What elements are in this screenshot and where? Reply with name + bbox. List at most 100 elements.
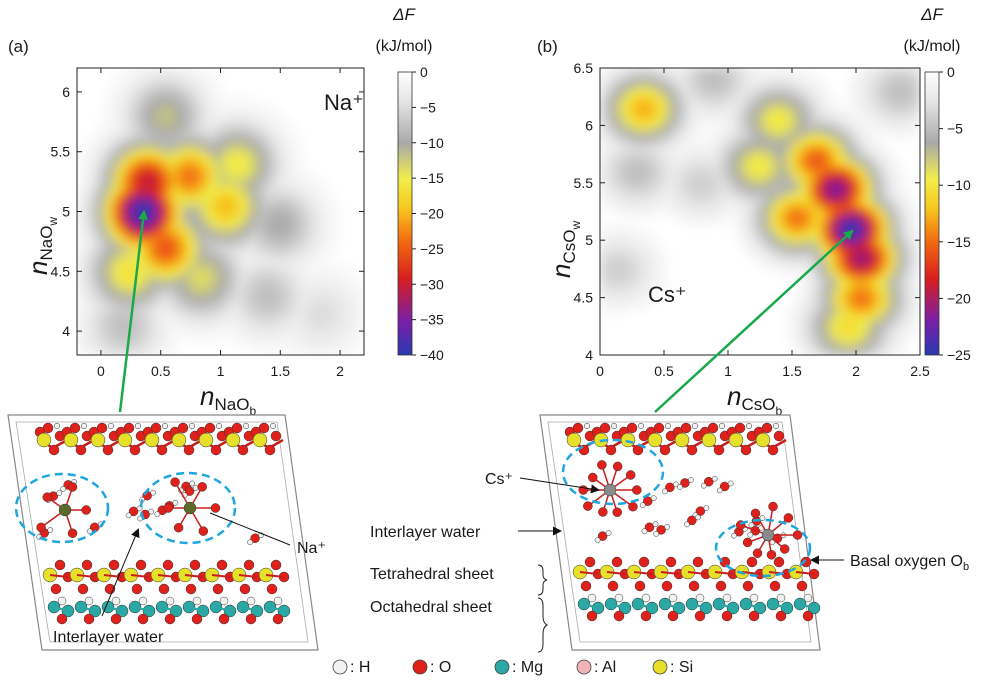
heatmap-cell — [105, 138, 114, 148]
heatmap-cell — [225, 132, 234, 141]
heatmap-cell — [201, 93, 210, 102]
heatmap-cell — [255, 236, 264, 246]
heatmap-cell — [249, 223, 258, 232]
heatmap-cell — [297, 190, 306, 200]
heatmap-cell — [672, 125, 681, 135]
heatmap-cell — [88, 341, 96, 350]
heatmap-cell — [339, 275, 348, 285]
heatmap-cell — [619, 138, 628, 148]
heatmap-cell — [712, 119, 721, 128]
heatmap-cell — [832, 106, 841, 115]
heatmap-cell — [752, 86, 761, 96]
heatmap-cell — [327, 243, 336, 252]
heatmap-cell — [249, 177, 258, 187]
heatmap-cell — [832, 308, 841, 317]
heatmap-cell — [273, 275, 282, 285]
heatmap-cell — [819, 321, 828, 330]
heatmap-cell — [865, 158, 875, 167]
heatmap-cell — [243, 269, 252, 278]
bond — [76, 574, 96, 578]
heatmap-cell — [243, 230, 252, 239]
heatmap-cell — [865, 177, 875, 187]
heatmap-cell — [225, 112, 234, 122]
heatmap-cell — [905, 112, 915, 122]
oxygen-atom — [613, 610, 625, 622]
heatmap-cell — [255, 217, 264, 226]
oxygen-atom — [216, 559, 228, 571]
heatmap-cell — [839, 341, 848, 350]
heatmap-cell — [612, 230, 621, 239]
heatmap-cell — [625, 145, 635, 154]
heatmap-cell — [745, 230, 755, 239]
heatmap-cell — [153, 341, 162, 350]
heatmap-cell — [792, 171, 801, 180]
heatmap-cell — [99, 314, 108, 324]
heatmap-cell — [159, 68, 168, 76]
heatmap-cell — [825, 301, 835, 311]
heatmap-cell — [93, 341, 102, 350]
heatmap-cell — [159, 314, 168, 324]
heatmap-cell — [159, 275, 168, 285]
heatmap-cell — [291, 275, 300, 285]
heatmap-cell — [799, 334, 808, 343]
heatmap-cell — [839, 314, 848, 324]
heatmap-cell — [699, 204, 708, 213]
heatmap-cell — [812, 288, 821, 298]
heatmap-cell — [93, 138, 102, 148]
heatmap-cell — [177, 295, 186, 304]
heatmap-cell — [619, 112, 628, 122]
heatmap-cell — [605, 301, 615, 311]
heatmap-cell — [129, 106, 138, 115]
heatmap-cell — [183, 68, 192, 76]
heatmap-cell — [645, 190, 655, 200]
heatmap-cell — [99, 301, 108, 311]
heatmap-cell — [619, 256, 628, 265]
heatmap-cell — [665, 138, 675, 148]
heatmap-cell — [82, 282, 90, 291]
heatmap-cell — [207, 301, 216, 311]
heatmap-cell — [195, 125, 204, 135]
heatmap-cell — [672, 158, 681, 167]
heatmap-cell — [315, 347, 324, 355]
heatmap-cell — [135, 99, 144, 109]
heatmap-cell — [147, 125, 156, 135]
heatmap-cell — [885, 275, 895, 285]
heatmap-cell — [249, 112, 258, 122]
heatmap-cell — [845, 262, 855, 272]
heatmap-cell — [297, 256, 306, 265]
heatmap-cell — [291, 341, 300, 350]
heatmap-cell — [705, 171, 715, 180]
heatmap-cell — [692, 171, 701, 180]
heatmap-cell — [839, 177, 848, 187]
heatmap-cell — [111, 236, 120, 246]
coordinating-oxygen — [210, 503, 221, 513]
heatmap-cell — [785, 197, 795, 206]
heatmap-cell — [123, 204, 132, 213]
heatmap-cell — [872, 282, 881, 291]
heatmap-cell — [231, 295, 240, 304]
heatmap-cell — [225, 321, 234, 330]
heatmap-cell — [255, 243, 264, 252]
heatmap-cell — [812, 295, 821, 304]
heatmap-cell — [88, 288, 96, 298]
heatmap-cell — [135, 230, 144, 239]
panel-b-ylabel: nCsOw — [546, 221, 583, 278]
panel-a-ticks: 0 0.5 1 1.5 244.555.56 — [51, 68, 364, 379]
heatmap-cell — [600, 230, 608, 239]
heatmap-cell — [243, 275, 252, 285]
heatmap-cell — [231, 308, 240, 317]
heatmap-cell — [77, 249, 84, 259]
heatmap-cell — [799, 210, 808, 219]
y-tick-label: 5 — [585, 232, 593, 248]
heatmap-cell — [785, 86, 795, 96]
oxygen-atom — [734, 422, 746, 434]
heatmap-cell — [665, 164, 675, 174]
heatmap-cell — [825, 308, 835, 317]
heatmap-cell — [183, 301, 192, 311]
heatmap-cell — [619, 308, 628, 317]
heatmap-cell — [171, 269, 180, 278]
heatmap-cell — [892, 197, 901, 206]
heatmap-cell — [792, 138, 801, 148]
heatmap-cell — [905, 73, 915, 82]
heatmap-cell — [759, 73, 768, 82]
